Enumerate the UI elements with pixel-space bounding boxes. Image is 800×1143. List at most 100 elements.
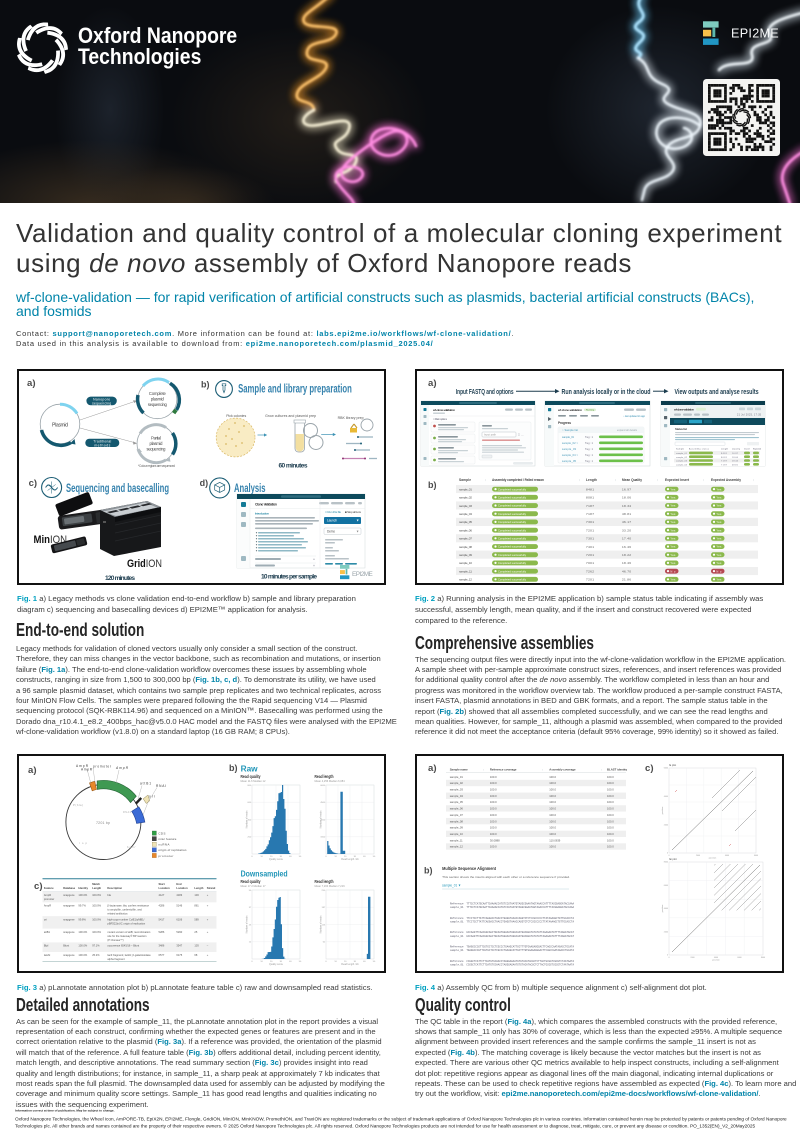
svg-text:sample_05: sample_05 bbox=[562, 459, 577, 463]
svg-text:EPI2ME: EPI2ME bbox=[352, 571, 373, 578]
svg-text:sample_01 ▼: sample_01 ▼ bbox=[442, 884, 461, 888]
svg-text:8081: 8081 bbox=[721, 457, 728, 459]
svg-text:100.0: 100.0 bbox=[607, 794, 614, 798]
svg-text:4000: 4000 bbox=[664, 908, 668, 910]
svg-text:3486: 3486 bbox=[159, 944, 165, 948]
svg-text:100.0%: 100.0% bbox=[78, 944, 87, 948]
svg-text:Tag: 1: Tag: 1 bbox=[585, 459, 594, 463]
svg-text:○ Sample list: ○ Sample list bbox=[562, 428, 578, 432]
svg-text:snapgene: snapgene bbox=[63, 954, 75, 957]
svg-text:sequencing: sequencing bbox=[92, 401, 111, 405]
svg-text:+: + bbox=[313, 558, 315, 562]
svg-text:100.0: 100.0 bbox=[607, 819, 614, 823]
svg-text:○ last updated 2s ago: ○ last updated 2s ago bbox=[623, 415, 646, 418]
svg-text:sample_04: sample_04 bbox=[450, 794, 464, 798]
svg-text:20: 20 bbox=[344, 856, 347, 858]
svg-text:187: 187 bbox=[322, 907, 326, 909]
svg-text:7187: 7187 bbox=[721, 464, 728, 466]
svg-text:Grow cultures and plasmid prep: Grow cultures and plasmid prep bbox=[265, 414, 316, 418]
svg-text:10: 10 bbox=[260, 961, 263, 963]
svg-text:100.0%: 100.0% bbox=[78, 953, 87, 957]
svg-text:high-copy-number ColE1/pMB1/: high-copy-number ColE1/pMB1/ bbox=[107, 917, 144, 921]
svg-text:Yes: Yes bbox=[716, 578, 722, 582]
svg-text:Yes: Yes bbox=[716, 496, 722, 500]
svg-text:Plasmid: Plasmid bbox=[52, 423, 68, 429]
svg-text:EPI2ME: EPI2ME bbox=[731, 27, 779, 41]
svg-text:sample_03: sample_03 bbox=[562, 447, 577, 451]
svg-text:Yes: Yes bbox=[716, 545, 722, 549]
svg-text:Strand: Strand bbox=[207, 886, 216, 890]
svg-text:8000: 8000 bbox=[664, 862, 668, 864]
svg-text:c): c) bbox=[34, 881, 43, 891]
svg-text:lacZα: lacZα bbox=[44, 953, 51, 957]
svg-text:sample_03: sample_03 bbox=[459, 504, 472, 508]
svg-text:Completed successfully: Completed successfully bbox=[498, 520, 527, 524]
svg-text:100.0%: 100.0% bbox=[92, 893, 101, 897]
svg-text:Expected: Expected bbox=[753, 448, 762, 451]
svg-text:99.8%: 99.8% bbox=[78, 917, 86, 921]
svg-text:wf-clone-validation: wf-clone-validation bbox=[673, 408, 694, 412]
svg-text:100.0: 100.0 bbox=[549, 794, 556, 798]
svg-text:Yes: Yes bbox=[716, 528, 722, 532]
svg-text:4127: 4127 bbox=[159, 893, 165, 897]
svg-text:snapgene: snapgene bbox=[63, 931, 75, 934]
svg-text:Introduction: Introduction bbox=[255, 512, 269, 516]
svg-text:100.0: 100.0 bbox=[607, 781, 614, 785]
svg-text:sample_01 TTCCTCCTTATTCAGGACC: sample_01 TTCCTCCTTATTCAGGACCTAACCTGAGGT… bbox=[450, 920, 574, 924]
svg-text:100.0%: 100.0% bbox=[78, 893, 87, 897]
svg-text:100.0: 100.0 bbox=[607, 813, 614, 817]
svg-text:7187: 7187 bbox=[586, 512, 594, 516]
svg-text:16.97: 16.97 bbox=[622, 487, 631, 491]
svg-text:Progress: Progress bbox=[558, 421, 571, 425]
svg-text:P(bla): P(bla) bbox=[73, 803, 83, 807]
svg-text:alpha fragment: alpha fragment bbox=[107, 957, 125, 961]
svg-text:AmpR: AmpR bbox=[44, 904, 51, 908]
svg-text:Yes: Yes bbox=[716, 512, 722, 516]
svg-text:c): c) bbox=[29, 478, 37, 488]
svg-text:103: 103 bbox=[194, 944, 199, 948]
svg-text:6000: 6000 bbox=[754, 855, 758, 857]
svg-text:position: position bbox=[712, 959, 720, 962]
svg-text:0: 0 bbox=[668, 957, 669, 959]
svg-text:■ Stop all runs: ■ Stop all runs bbox=[345, 510, 362, 514]
svg-text:sample_09: sample_09 bbox=[459, 553, 472, 557]
svg-text:Mean 7,204 Median 7,216: Mean 7,204 Median 7,216 bbox=[315, 884, 346, 888]
svg-text:sample_07: sample_07 bbox=[459, 537, 472, 541]
svg-text:methods: methods bbox=[94, 443, 110, 447]
svg-text:18.46: 18.46 bbox=[622, 561, 631, 565]
svg-text:sample_01 TTTCCTCATGCAATTCAAA: sample_01 TTTCCTCATGCAATTCAAAACCATGTCCGT… bbox=[450, 905, 574, 909]
svg-text:0: 0 bbox=[325, 961, 327, 963]
svg-text:BlpI: BlpI bbox=[44, 944, 49, 948]
svg-text:50: 50 bbox=[249, 890, 252, 892]
svg-text:mutant version of attB; recomb: mutant version of attB; recombination bbox=[107, 930, 151, 934]
svg-text:promoter: promoter bbox=[44, 897, 55, 901]
svg-text:□ …: □ … bbox=[518, 433, 524, 437]
svg-text:Identity: Identity bbox=[78, 886, 88, 890]
svg-text:0: 0 bbox=[667, 853, 668, 855]
svg-text:Tag: 1: Tag: 1 bbox=[585, 441, 594, 445]
svg-text:+: + bbox=[207, 931, 209, 934]
svg-text:100.0: 100.0 bbox=[607, 832, 614, 836]
svg-text:10: 10 bbox=[334, 856, 337, 858]
svg-text:position: position bbox=[661, 904, 664, 912]
svg-text:4286: 4286 bbox=[159, 904, 165, 908]
svg-text:37: 37 bbox=[249, 907, 252, 909]
svg-text:▼: ▼ bbox=[356, 519, 359, 523]
svg-text:100.0: 100.0 bbox=[549, 788, 556, 792]
svg-text:18.22: 18.22 bbox=[622, 553, 631, 557]
svg-text:Tag: 1: Tag: 1 bbox=[585, 447, 594, 451]
svg-text:misc feature: misc feature bbox=[158, 837, 176, 841]
svg-text:100.0: 100.0 bbox=[490, 807, 497, 811]
svg-text:99.7%: 99.7% bbox=[78, 904, 86, 908]
svg-text:Sample: Sample bbox=[676, 449, 685, 451]
svg-text:b): b) bbox=[428, 480, 437, 490]
svg-text:2000: 2000 bbox=[696, 855, 700, 857]
svg-text:110.0639: 110.0639 bbox=[549, 838, 561, 842]
svg-text:Length: Length bbox=[194, 886, 203, 890]
svg-text:CDS: CDS bbox=[158, 831, 165, 835]
svg-text:Number of reads: Number of reads bbox=[320, 915, 323, 934]
svg-text:Run analysis locally or in the: Run analysis locally or in the cloud bbox=[562, 389, 651, 396]
svg-text:2000: 2000 bbox=[664, 931, 668, 933]
svg-text:lacZ fragment; lacZα; β-galact: lacZ fragment; lacZα; β-galactosidase bbox=[107, 953, 151, 957]
svg-text:6106: 6106 bbox=[176, 917, 182, 921]
